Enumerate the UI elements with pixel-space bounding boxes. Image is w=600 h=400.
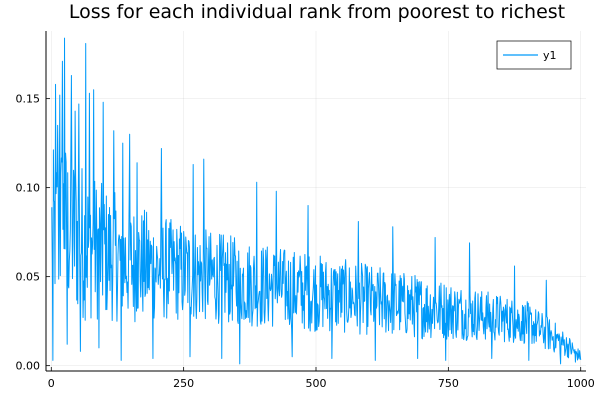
- x-tick-label-750: 750: [438, 377, 459, 390]
- x-tick-label-250: 250: [173, 377, 194, 390]
- y-tick-label-0.10: 0.10: [16, 182, 41, 195]
- legend: y1: [496, 40, 572, 70]
- chart-title: Loss for each individual rank from poore…: [69, 1, 565, 23]
- x-tick-label-1000: 1000: [567, 377, 595, 390]
- x-tick-label-500: 500: [306, 377, 327, 390]
- tick-labels: 0 250 500 750 1000 0.00 0.05 0.10 0.15: [16, 93, 595, 390]
- y-tick-label-0.05: 0.05: [16, 271, 41, 284]
- x-tick-label-0: 0: [48, 377, 55, 390]
- y-tick-label-0.00: 0.00: [16, 360, 41, 373]
- y-tick-label-0.15: 0.15: [16, 93, 41, 106]
- axes: [45, 31, 586, 372]
- legend-label-y1: y1: [543, 49, 557, 62]
- plot-area: [51, 37, 582, 365]
- series-line-y1: [51, 37, 582, 365]
